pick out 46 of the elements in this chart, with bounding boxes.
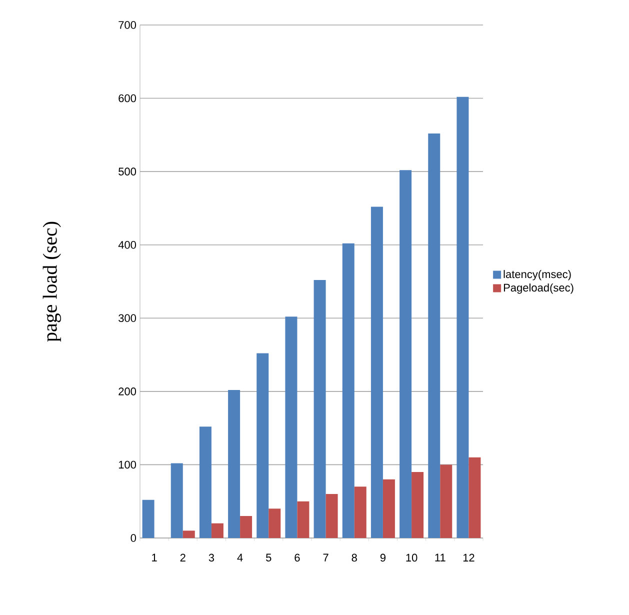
bar [354,486,366,538]
x-tick-label: 8 [352,554,357,562]
y-tick-label: 0 [130,534,136,542]
y-tick-label: 600 [118,94,136,102]
bar [412,472,424,538]
y-tick-label: 200 [118,388,136,396]
x-tick-label: 1 [152,554,157,562]
bar [314,280,326,538]
bar [468,457,481,538]
x-tick-label: 5 [266,554,272,562]
bar [342,243,354,538]
x-tick-label: 2 [180,554,186,562]
y-tick-label: 300 [118,314,136,322]
bar [370,206,383,538]
y-tick-label: 700 [118,21,136,29]
x-tick-label: 3 [208,554,214,562]
x-tick-label: 4 [237,554,243,562]
bar [142,500,154,538]
bar [170,463,183,538]
bar [456,96,469,538]
y-tick-label: 100 [118,460,136,469]
bar [382,479,395,538]
bar [240,516,252,538]
x-tick-label: 6 [294,554,300,562]
bar [211,523,224,538]
x-tick-label: 9 [380,554,386,562]
legend-label: latency(msec) [504,270,571,280]
bar [256,353,269,538]
bar [440,464,452,538]
x-tick-label: 10 [406,554,418,562]
bar [326,494,338,538]
legend-label: Pageload(sec) [504,283,574,294]
bar [268,508,281,538]
bar [297,501,310,538]
bar [400,170,412,538]
y-tick-label: 500 [118,168,136,176]
bar [285,316,298,538]
x-tick-label: 7 [323,554,328,562]
bar [182,530,195,538]
x-tick-label: 11 [435,554,446,562]
bar [199,426,212,538]
y-tick-label: 400 [118,240,136,249]
y-axis-title: page load (sec) [42,222,62,342]
bar [228,390,240,538]
x-tick-label: 12 [463,554,474,562]
bar [428,133,440,538]
